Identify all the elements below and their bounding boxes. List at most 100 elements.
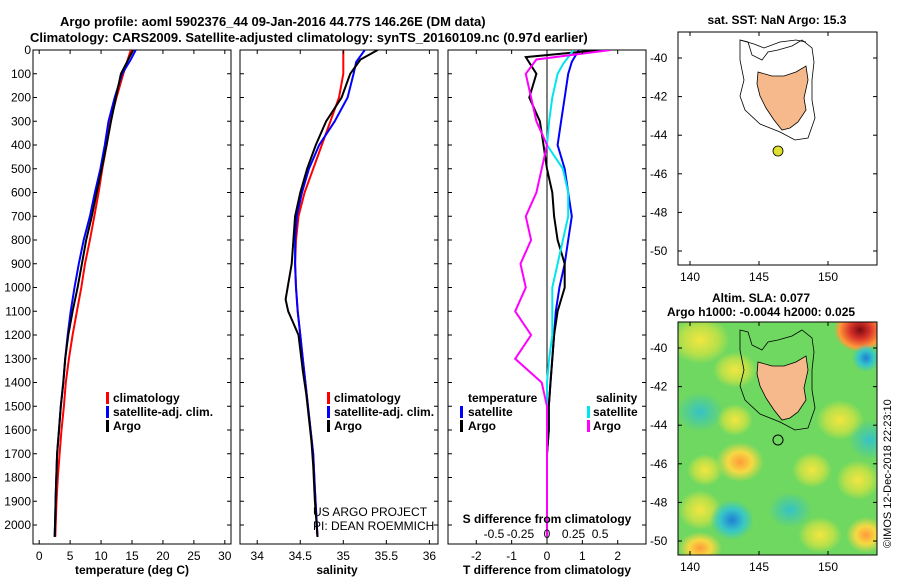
series-line-s-argo (513, 50, 611, 537)
x-tick-label: 34.5 (289, 549, 313, 563)
legend-swatch-climatology (106, 392, 109, 404)
s-tick-label: 0 (544, 527, 551, 541)
y-tick-label: 600 (11, 186, 31, 200)
y-tick-label: 0 (24, 43, 31, 57)
lat-tick-label: -44 (650, 128, 668, 142)
s-tick-label: 0.25 (562, 527, 586, 541)
y-tick-label: 1700 (4, 447, 31, 461)
header-line2: Climatology: CARS2009. Satellite-adjuste… (30, 30, 588, 45)
project-credit-line2: PI: DEAN ROEMMICH (313, 519, 434, 533)
lon-tick-label: 150 (818, 270, 838, 284)
series-line-argo (284, 50, 379, 537)
sla-shelf-contour (739, 329, 816, 431)
lat-tick-label: -40 (650, 51, 668, 65)
x-tick-label: 34 (251, 549, 265, 563)
difference-legend: temperature salinity satellite Argo sate… (460, 391, 638, 433)
y-tick-label: 2000 (4, 518, 31, 532)
x-tick-label: -2 (471, 549, 482, 563)
temperature-panel: 0100200300400500600700800900100011001200… (4, 43, 232, 577)
project-credit-line1: US ARGO PROJECT (313, 505, 428, 519)
temperature-legend: climatology satellite-adj. clim. Argo (106, 391, 213, 433)
sla-argo-position-marker (772, 434, 784, 446)
x-tick-label: 30 (218, 549, 232, 563)
legend-swatch-s-argo (587, 420, 590, 432)
lat-tick-label: -42 (650, 90, 668, 104)
y-tick-label: 1100 (5, 304, 31, 318)
mainland-coast (739, 39, 807, 49)
s-tick-label: -0.5 (484, 527, 505, 541)
series-line-satellite-adj-clim- (53, 50, 137, 537)
y-tick-label: 1300 (4, 352, 31, 366)
y-tick-label: 1400 (4, 376, 31, 390)
lon-tick-label: 145 (749, 270, 769, 284)
legend-label-t-satellite: satellite (468, 405, 513, 419)
sla-map-frame (677, 321, 878, 556)
legend-swatch-t-argo (460, 420, 463, 432)
x-tick-label: 2 (614, 549, 621, 563)
lat-tick-label: -44 (650, 418, 668, 432)
legend-label-climatology: climatology (113, 391, 180, 405)
x-tick-label: -1 (506, 549, 517, 563)
x-tick-label: 20 (156, 549, 170, 563)
x-tick-label: 35.5 (375, 549, 399, 563)
lat-tick-label: -48 (650, 205, 668, 219)
sst-map: sat. SST: NaN Argo: 15.3 -40 -42 -44 -46 -48… (650, 13, 878, 284)
temperature-xlabel: temperature (deg C) (75, 563, 189, 577)
y-tick-label: 500 (11, 162, 31, 176)
legend-title-temperature: temperature (468, 391, 538, 405)
x-tick-label: 25 (187, 549, 201, 563)
lon-tick-label: 150 (818, 560, 838, 574)
sla-map-title2: Argo h1000: -0.0044 h2000: 0.025 (667, 305, 855, 319)
legend-label-t-argo: Argo (468, 419, 496, 433)
y-tick-label: 800 (11, 233, 31, 247)
s-tick-label: -0.25 (507, 527, 535, 541)
lat-tick-label: -46 (650, 167, 668, 181)
difference-panel: -2 -1 0 1 2 -0.5 -0.25 0 0.25 0.5 T difference fr… (447, 49, 647, 577)
y-tick-label: 1900 (4, 494, 31, 508)
tasmania-land (756, 65, 809, 131)
salinity-panel: 34 34.5 35 35.5 36 salinity climatology sate… (239, 49, 439, 577)
legend-label-satellite: satellite-adj. clim. (113, 405, 213, 419)
y-tick-label: 1200 (4, 328, 31, 342)
y-tick-label: 400 (11, 138, 31, 152)
legend-swatch-s-satellite (587, 406, 590, 418)
x-tick-label: 36 (423, 549, 437, 563)
series-line-argo (53, 50, 135, 537)
salinity-xlabel: salinity (316, 563, 358, 577)
y-tick-label: 700 (11, 209, 31, 223)
lon-tick-label: 145 (749, 560, 769, 574)
legend-swatch-t-satellite (460, 406, 463, 418)
lat-tick-label: -50 (650, 534, 668, 548)
y-tick-label: 1600 (4, 423, 31, 437)
lat-tick-label: -40 (650, 341, 668, 355)
legend-label-climatology: climatology (334, 391, 401, 405)
x-tick-label: 5 (67, 549, 74, 563)
s-tick-label: 0.5 (592, 527, 609, 541)
temperature-axes-frame (32, 49, 232, 545)
x-tick-label: 35 (337, 549, 351, 563)
y-tick-label: 1800 (4, 471, 31, 485)
lat-tick-label: -48 (650, 495, 668, 509)
shelf-contour (739, 39, 816, 141)
series-line-climatology (54, 50, 132, 537)
y-tick-label: 900 (11, 257, 31, 271)
legend-swatch-argo (106, 420, 109, 432)
difference-xlabel: T difference from climatology (463, 563, 631, 577)
legend-label-s-satellite: satellite (593, 405, 638, 419)
lon-tick-label: 140 (680, 560, 700, 574)
legend-swatch-satellite (327, 406, 330, 418)
header-line1: Argo profile: aoml 5902376_44 09-Jan-201… (60, 14, 486, 29)
lat-tick-label: -50 (650, 244, 668, 258)
legend-title-salinity: salinity (596, 391, 638, 405)
difference-s-label: S difference from climatology (463, 512, 632, 526)
legend-swatch-climatology (327, 392, 330, 404)
legend-label-satellite: satellite-adj. clim. (334, 405, 434, 419)
y-tick-label: 100 (11, 67, 31, 81)
salinity-legend: climatology satellite-adj. clim. Argo (327, 391, 434, 433)
legend-label-argo: Argo (334, 419, 362, 433)
x-tick-label: 15 (125, 549, 139, 563)
lon-tick-label: 140 (680, 270, 700, 284)
legend-swatch-satellite (106, 406, 109, 418)
legend-label-argo: Argo (113, 419, 141, 433)
legend-swatch-argo (327, 420, 330, 432)
